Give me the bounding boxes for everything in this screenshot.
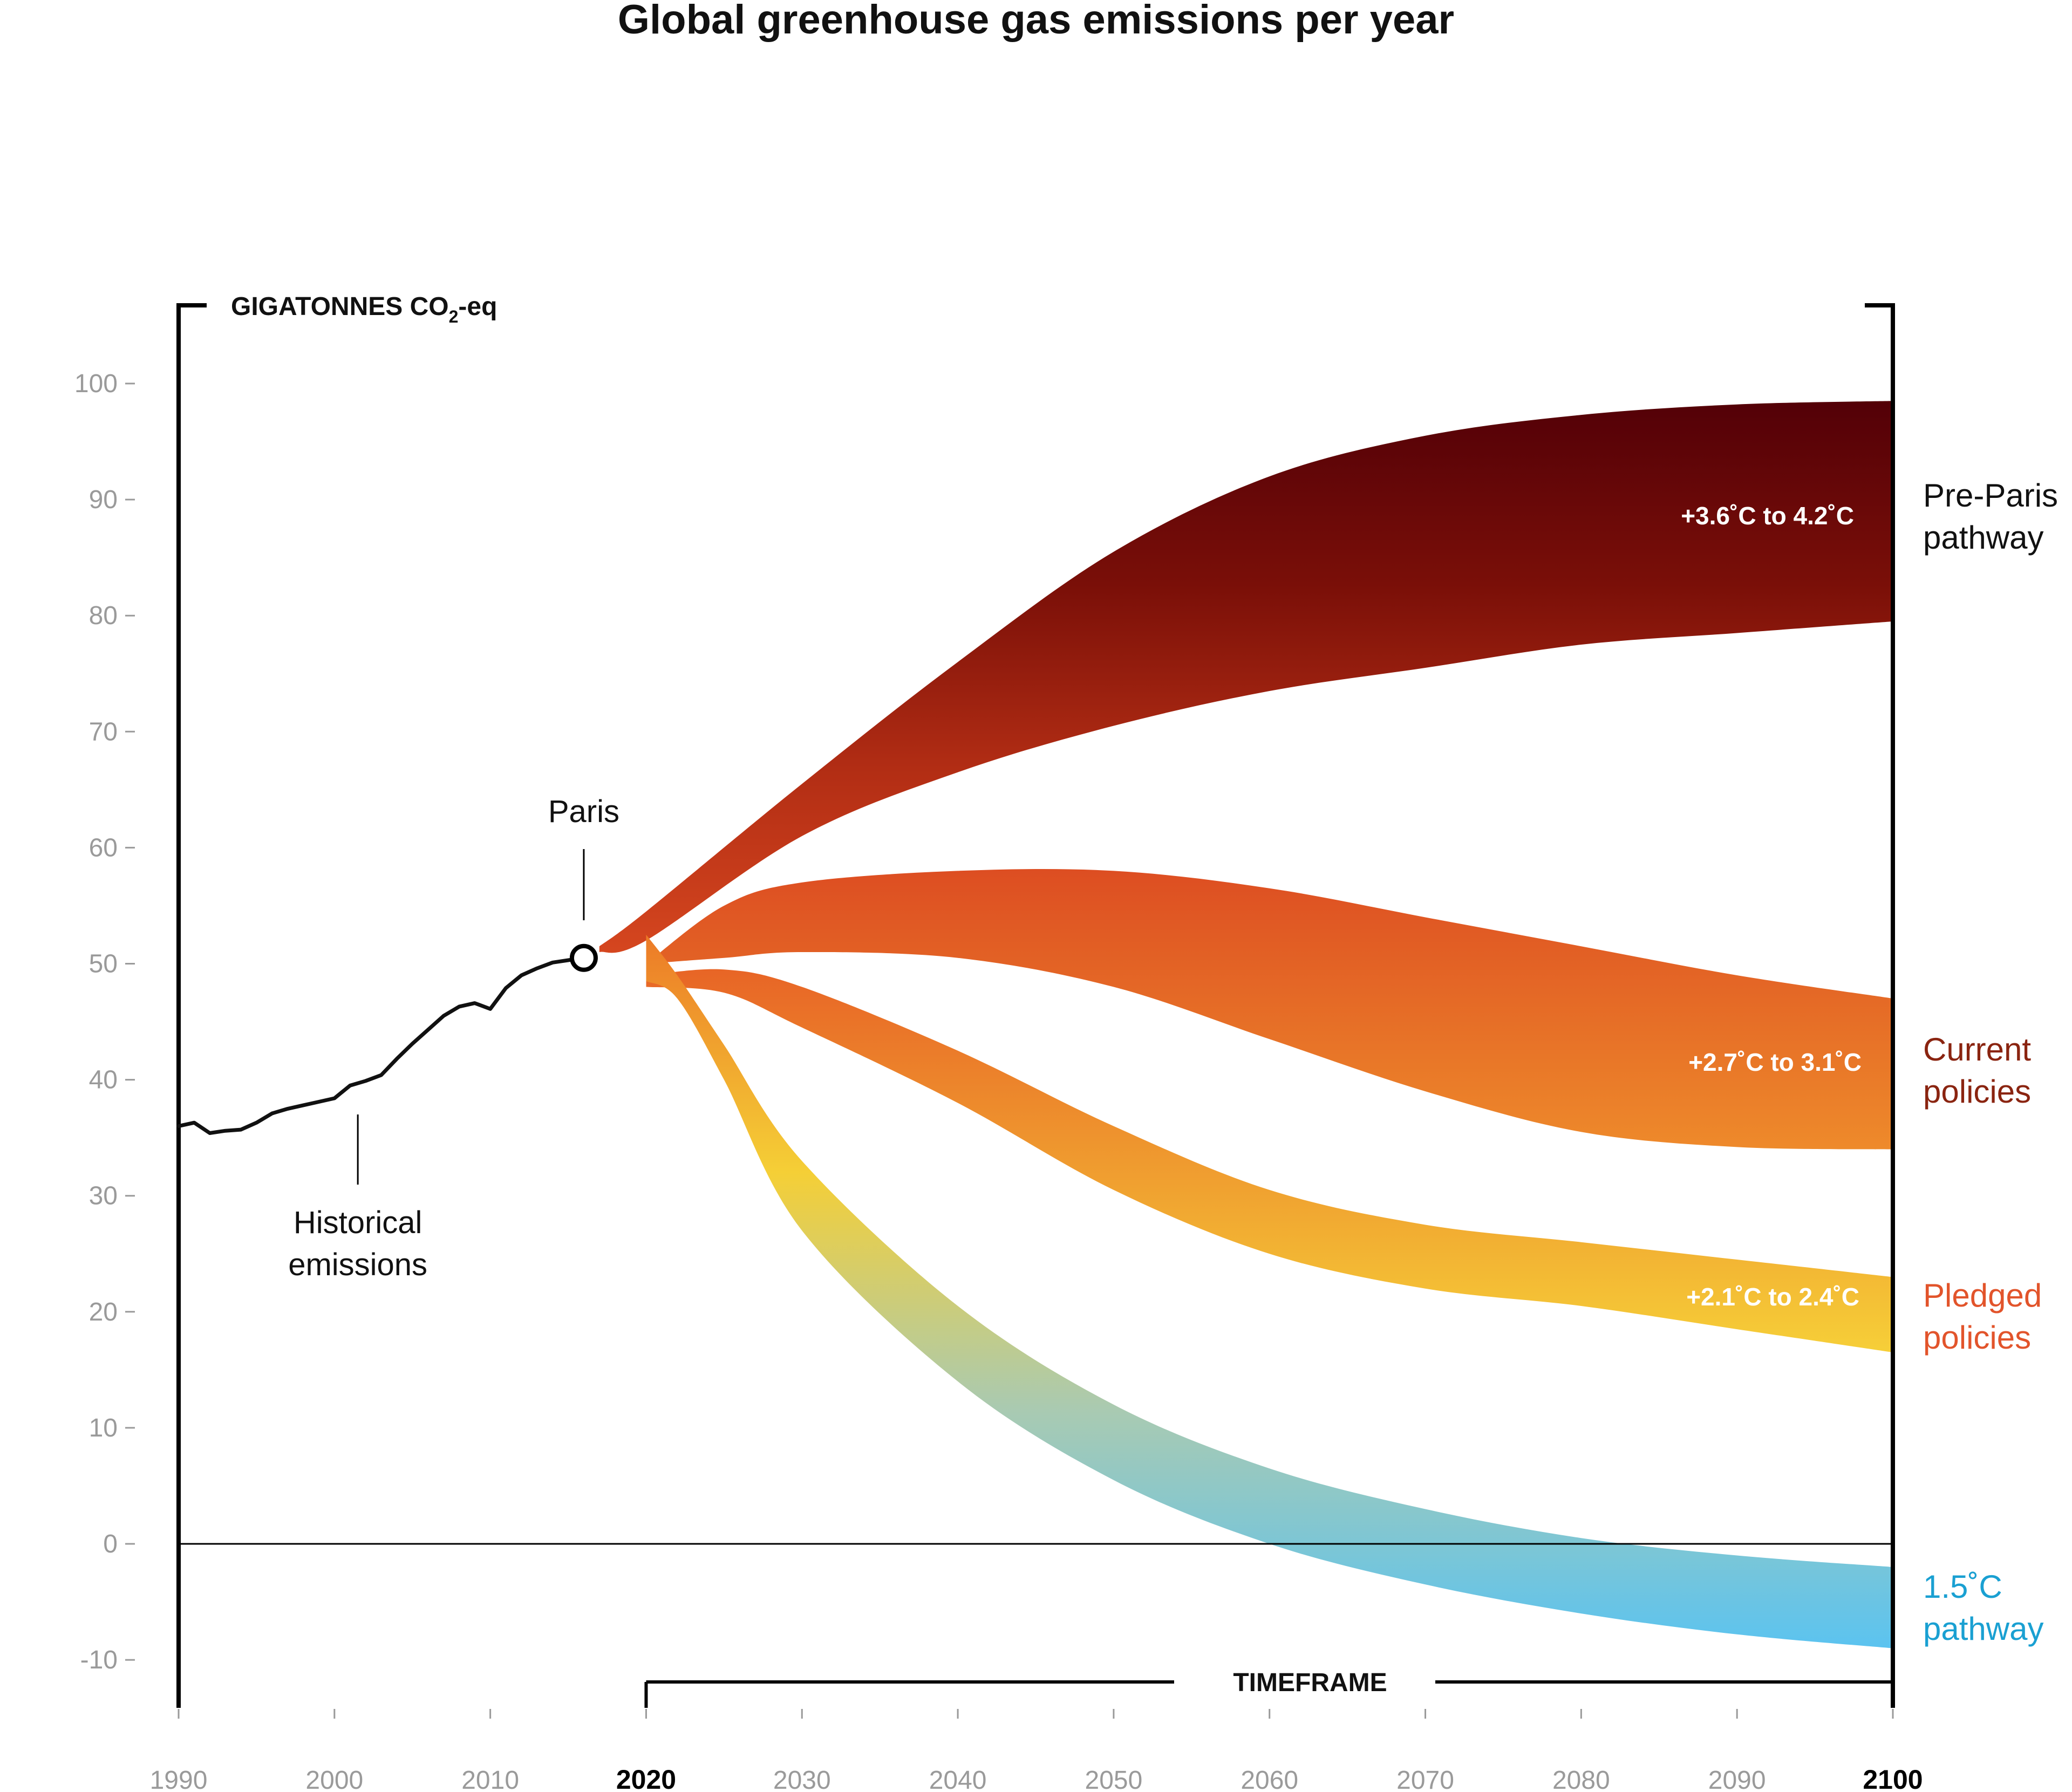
range-label-current-policies: +2.7˚C to 3.1˚C xyxy=(1688,1048,1862,1076)
band-1-5-c-pathway xyxy=(646,934,1893,1649)
legend-1-5-c-pathway-line: pathway xyxy=(1923,1611,2043,1647)
y-tick-label: 40 xyxy=(89,1066,118,1095)
x-tick-label: 2030 xyxy=(773,1766,831,1792)
pathway-bands xyxy=(599,401,1893,1649)
legend-pre-paris-pathway-line: Pre-Paris xyxy=(1923,477,2058,514)
historical-series: Paris Historical emissions xyxy=(176,794,619,1282)
y-tick-label: 100 xyxy=(74,370,118,398)
x-tick-label: 2040 xyxy=(929,1766,987,1792)
x-tick-label: 2080 xyxy=(1552,1766,1610,1792)
y-tick-label: 90 xyxy=(89,485,118,514)
y-axis-title-subscript: 2 xyxy=(449,307,459,326)
x-tick-label: 2090 xyxy=(1708,1766,1766,1792)
y-tick-label: 60 xyxy=(89,833,118,862)
legend-pre-paris-pathway-line: pathway xyxy=(1923,519,2043,556)
historical-emissions-line xyxy=(176,956,586,1135)
y-tick-label: -10 xyxy=(80,1646,118,1674)
x-tick-label: 2000 xyxy=(305,1766,363,1792)
y-tick-label: 80 xyxy=(89,601,118,630)
legend-current-policies-line: Current xyxy=(1923,1031,2031,1068)
band-pre-paris-pathway xyxy=(599,401,1893,953)
y-tick-label: 70 xyxy=(89,717,118,746)
paris-marker xyxy=(569,943,598,972)
x-tick-label: 2010 xyxy=(461,1766,519,1792)
band-pledged-policies xyxy=(646,969,1893,1353)
x-tick-label: 2050 xyxy=(1085,1766,1143,1792)
labels: +3.6˚C to 4.2˚C Pre-Paris pathway +2.7˚C to… xyxy=(1681,477,2058,1647)
y-axis-title-suffix: -eq xyxy=(458,292,497,321)
y-tick-label: 30 xyxy=(89,1182,118,1210)
legend-pledged-policies-line: policies xyxy=(1923,1319,2031,1356)
band-current-policies xyxy=(646,868,1893,1150)
timeframe-label: TIMEFRAME xyxy=(1233,1668,1387,1697)
range-label-pre-paris-pathway: +3.6˚C to 4.2˚C xyxy=(1681,502,1854,530)
y-axis-title-main: GIGATONNES CO xyxy=(231,292,449,321)
x-tick-label: 2070 xyxy=(1396,1766,1454,1792)
y-tick-label: 20 xyxy=(89,1298,118,1326)
y-tick-label: 50 xyxy=(89,950,118,979)
y-tick-label: 0 xyxy=(103,1530,118,1558)
x-tick-label: 1990 xyxy=(150,1766,208,1792)
historical-label-line: Historical xyxy=(294,1205,422,1240)
y-tick-label: 10 xyxy=(89,1414,118,1442)
legend-1-5-c-pathway-line: 1.5˚C xyxy=(1923,1569,2002,1605)
chart-title: Global greenhouse gas emissions per year xyxy=(618,0,1454,43)
legend-pledged-policies-line: Pledged xyxy=(1923,1277,2042,1314)
y-axis-title: GIGATONNES CO2-eq xyxy=(231,292,497,326)
x-tick-label: 2020 xyxy=(616,1764,676,1792)
legend-current-policies-line: policies xyxy=(1923,1073,2031,1110)
paris-label: Paris xyxy=(548,794,619,829)
historical-label-line: emissions xyxy=(288,1247,427,1282)
range-label-pledged-policies: +2.1˚C to 2.4˚C xyxy=(1686,1283,1859,1311)
x-tick-label: 2100 xyxy=(1863,1764,1923,1792)
x-tick-label: 2060 xyxy=(1241,1766,1298,1792)
